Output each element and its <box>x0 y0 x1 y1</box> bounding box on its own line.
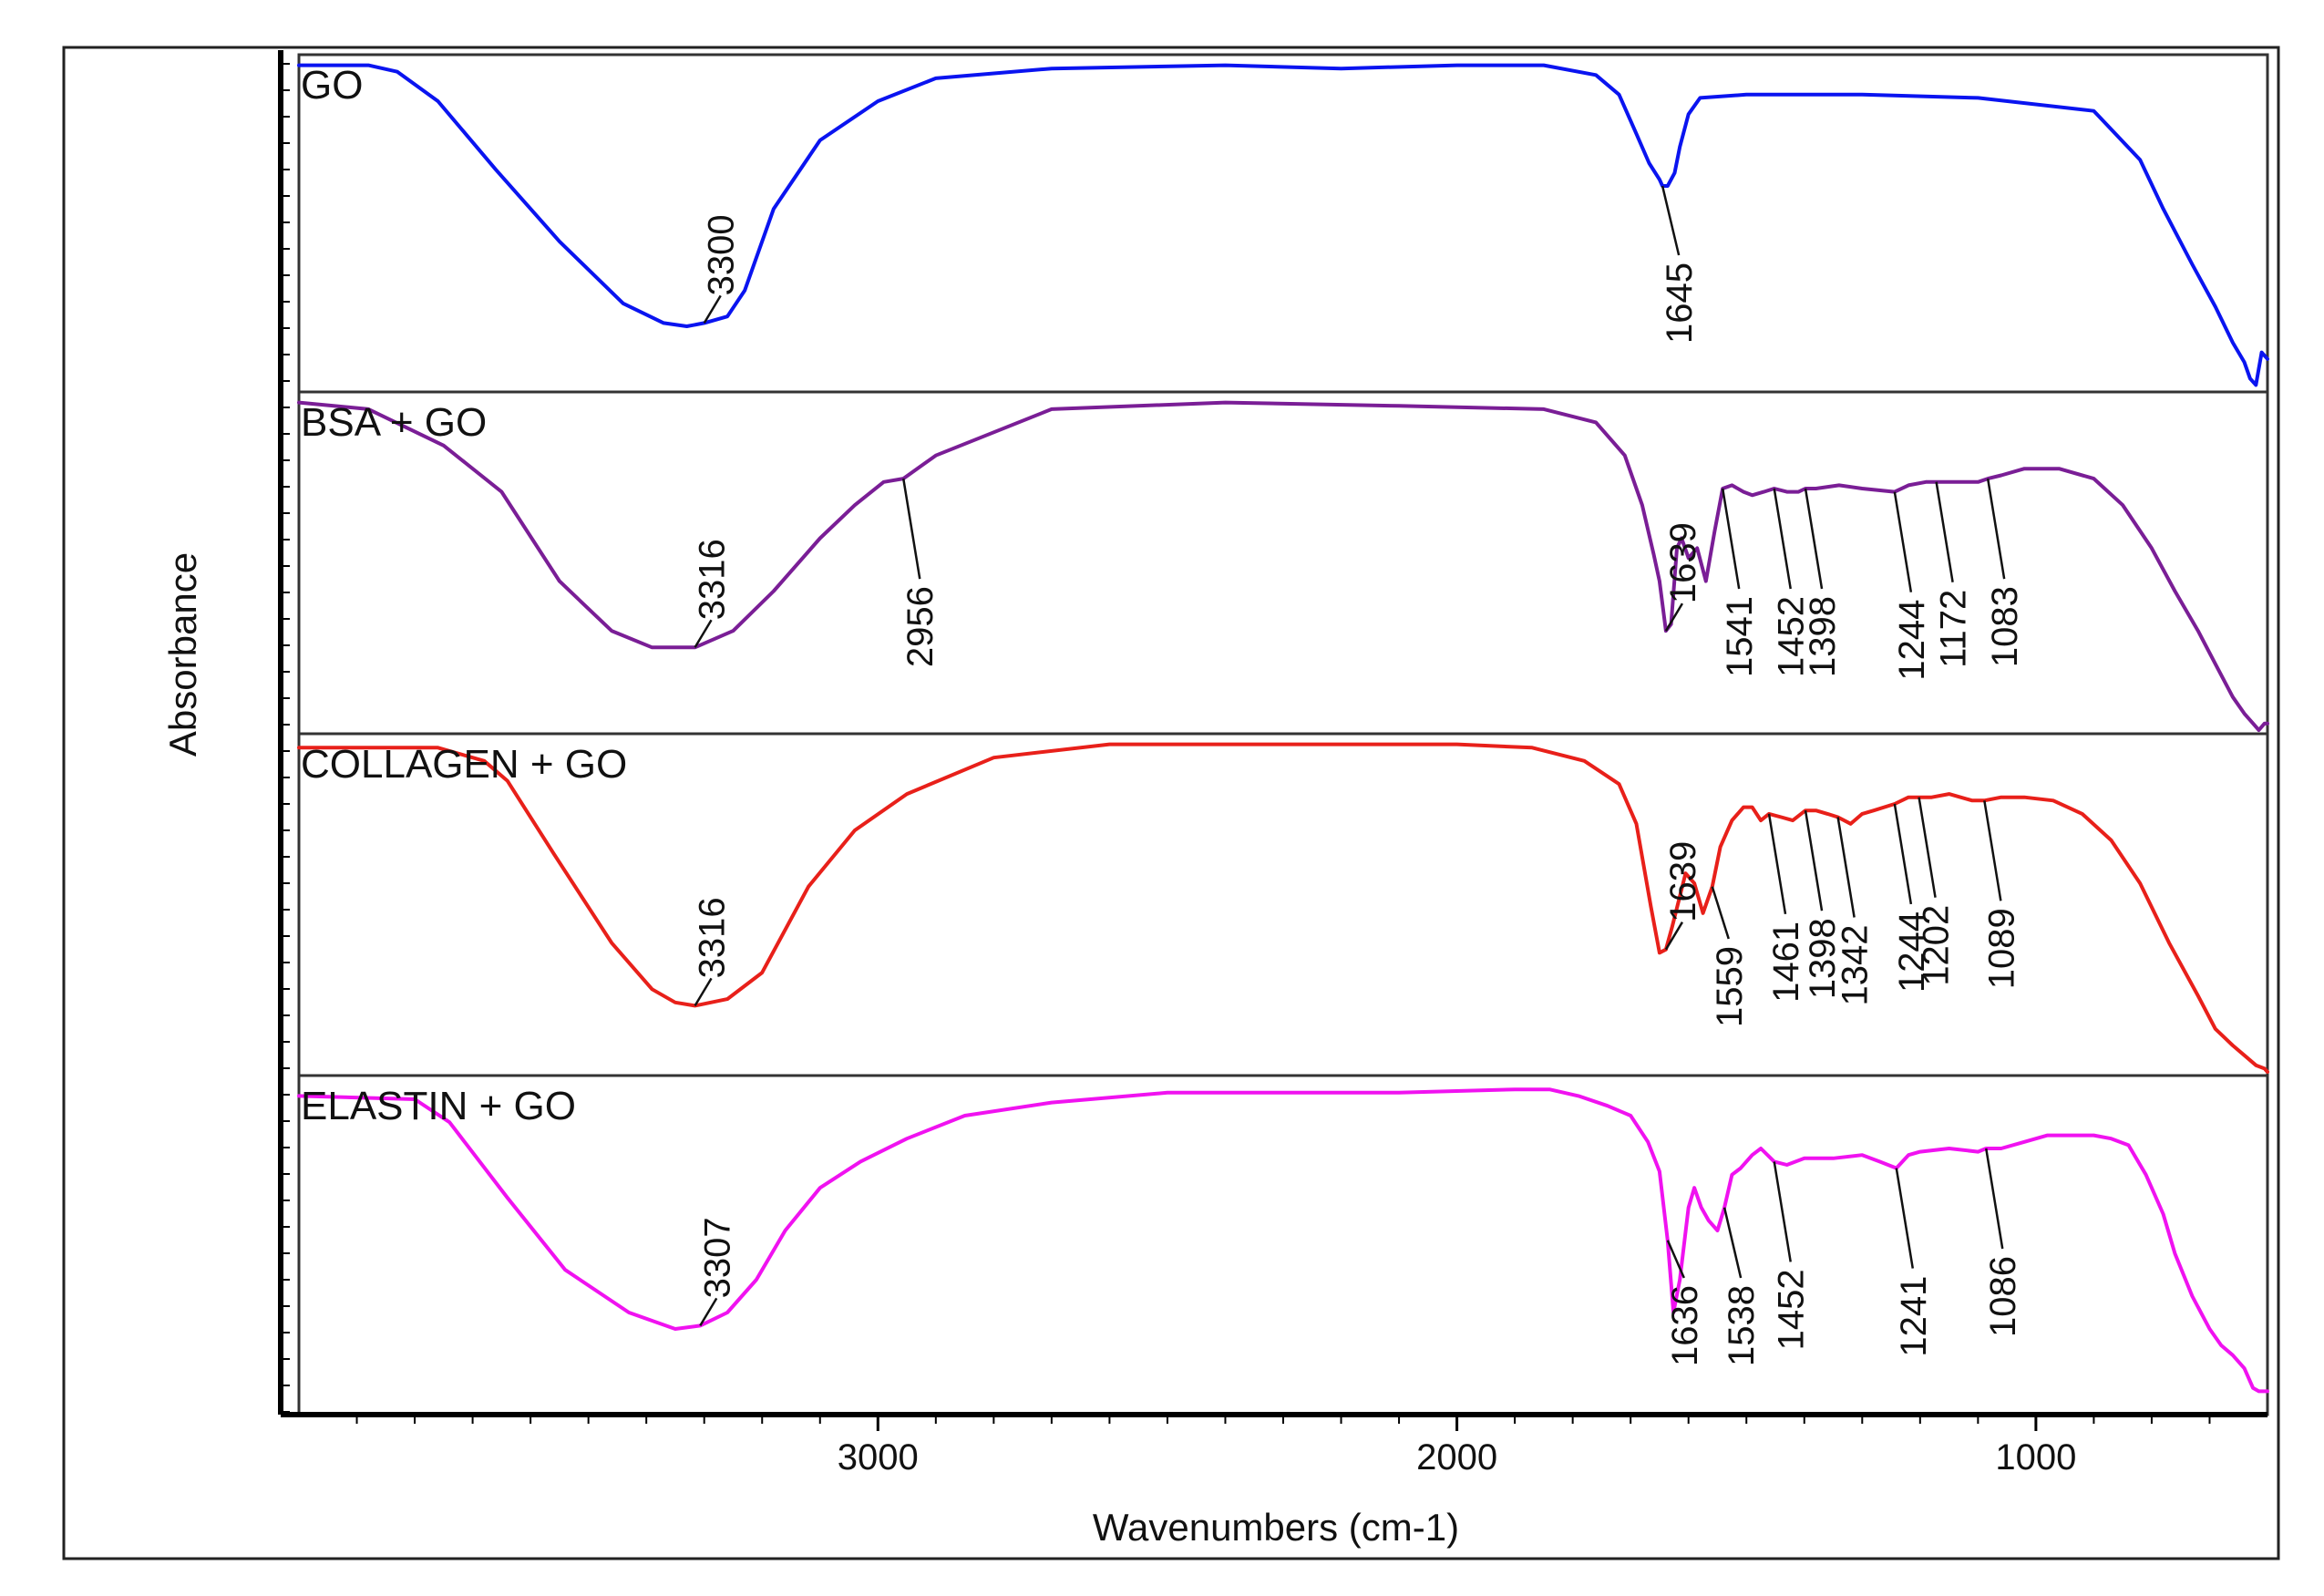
peak-leader-1541 <box>1721 488 1741 590</box>
panel-frame-1 <box>297 53 2269 394</box>
peak-leader-3300 <box>703 294 722 324</box>
peak-label-1398: 1398 <box>1803 918 1843 999</box>
peak-label-1639: 1639 <box>1663 522 1703 603</box>
peak-leader-1083 <box>1986 478 2006 580</box>
y-ticks <box>281 63 290 1413</box>
peak-label-1342: 1342 <box>1836 925 1876 1006</box>
peak-leader-1089 <box>1983 800 2002 901</box>
x-axis-title: Wavenumbers (cm-1) <box>1093 1506 1459 1549</box>
peak-leader-2956 <box>902 478 921 580</box>
x-tick-label-1000: 1000 <box>1995 1437 2076 1478</box>
peak-leader-1172 <box>1935 481 1954 582</box>
panel-label-2: BSA + GO <box>301 400 487 445</box>
peak-leader-1244 <box>1893 803 1913 905</box>
panel-labels: GO BSA + GO COLLAGEN + GO ELASTIN + GO <box>301 63 627 1128</box>
peak-label-1202: 1202 <box>1917 905 1957 986</box>
peak-leader-3307 <box>699 1297 718 1327</box>
panel-label-1: GO <box>301 63 363 108</box>
peak-label-1244: 1244 <box>1892 911 1932 993</box>
x-tick-label-3000: 3000 <box>838 1437 919 1478</box>
peak-leader-1086 <box>1985 1148 2004 1250</box>
peak-label-1461: 1461 <box>1766 922 1806 1003</box>
peak-leader-1241 <box>1895 1168 1915 1269</box>
peak-label-1645: 1645 <box>1660 263 1700 344</box>
peak-label-1559: 1559 <box>1710 946 1750 1027</box>
peak-leader-1639 <box>1664 922 1684 951</box>
x-ticks: 3000 2000 1000 <box>355 1415 2211 1478</box>
peak-label-1452: 1452 <box>1772 1269 1812 1350</box>
peak-leader-1559 <box>1711 886 1730 940</box>
peak-label-1244: 1244 <box>1892 600 1932 681</box>
figure-frame <box>62 46 2280 1560</box>
peak-leader-1452 <box>1773 1161 1792 1262</box>
peak-label-1083: 1083 <box>1985 586 2025 667</box>
peak-label-1089: 1089 <box>1981 908 2021 989</box>
peak-label-1241: 1241 <box>1894 1276 1934 1357</box>
peak-label-1538: 1538 <box>1722 1285 1762 1366</box>
series-line-bsa-go <box>297 400 2269 732</box>
peak-label-1452: 1452 <box>1772 596 1812 677</box>
x-tick-label-2000: 2000 <box>1416 1437 1497 1478</box>
series-line-collagen-go <box>297 742 2269 1074</box>
panel-frame-2 <box>297 390 2269 736</box>
peak-leader-3316 <box>694 977 713 1007</box>
peak-leader-1645 <box>1661 185 1681 256</box>
peak-label-1636: 1636 <box>1665 1285 1705 1366</box>
peak-label-2956: 2956 <box>900 586 941 667</box>
peak-label-1086: 1086 <box>1983 1256 2023 1337</box>
peak-leader-1636 <box>1666 1240 1685 1279</box>
peak-label-3307: 3307 <box>697 1217 737 1298</box>
peak-label-1398: 1398 <box>1803 596 1843 677</box>
panel-label-4: ELASTIN + GO <box>301 1084 576 1128</box>
peak-label-1172: 1172 <box>1934 590 1974 668</box>
peak-leader-1461 <box>1767 813 1787 915</box>
panel-borders <box>278 50 2269 1417</box>
peak-leader-1639 <box>1664 602 1684 632</box>
peak-leader-1452 <box>1773 488 1792 590</box>
peak-label-1639: 1639 <box>1663 841 1703 922</box>
peak-label-1541: 1541 <box>1720 596 1760 677</box>
peak-leader-1398 <box>1804 488 1824 590</box>
panel-frame-4 <box>297 1074 2269 1416</box>
peak-leader-1202 <box>1918 797 1937 898</box>
y-axis-title: Absorbance <box>161 552 204 757</box>
peak-leader-1342 <box>1836 817 1856 918</box>
peak-leader-1538 <box>1722 1207 1743 1279</box>
panel-label-3: COLLAGEN + GO <box>301 742 627 787</box>
series-layer <box>297 63 2269 1394</box>
peak-leader-3316 <box>694 619 713 648</box>
peak-leader-1244 <box>1893 491 1913 592</box>
peak-label-3316: 3316 <box>693 897 733 978</box>
peak-leader-1398 <box>1804 810 1824 911</box>
series-line-go <box>297 63 2269 387</box>
series-line-elastin-go <box>297 1087 2269 1394</box>
peak-label-3300: 3300 <box>702 214 742 295</box>
peak-label-3316: 3316 <box>693 539 733 620</box>
